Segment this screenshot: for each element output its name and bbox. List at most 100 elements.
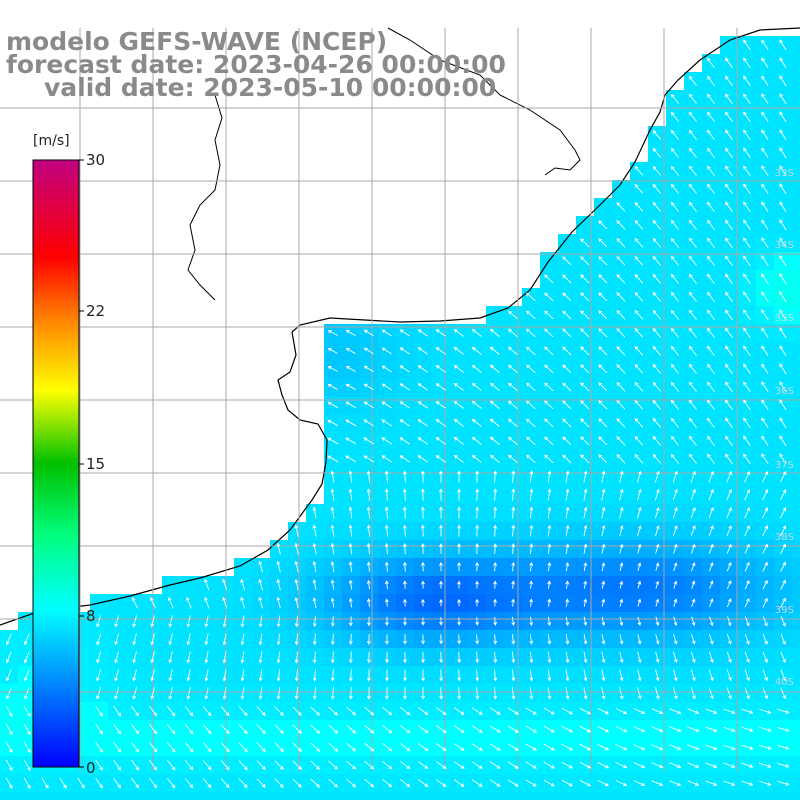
wind-arrow [690, 651, 696, 664]
wind-arrow [544, 328, 554, 338]
field-cell [486, 792, 505, 800]
wind-arrow [328, 706, 339, 716]
wind-arrow [384, 470, 389, 483]
wind-arrow [150, 633, 155, 646]
wind-arrow [507, 779, 519, 787]
field-cell [162, 792, 181, 800]
wind-arrow [457, 687, 462, 700]
wind-arrow [330, 651, 335, 664]
wind-arrow [673, 616, 678, 627]
wind-arrow [238, 778, 248, 788]
wind-arrow [761, 381, 769, 393]
wind-arrow [238, 724, 248, 735]
wind-arrow [204, 615, 209, 628]
wind-arrow [258, 615, 263, 628]
field-cell [324, 792, 343, 800]
wind-arrow [637, 506, 642, 519]
wind-arrow [652, 201, 662, 212]
wind-arrow [435, 347, 446, 355]
wind-arrow [453, 707, 465, 715]
wind-arrow [489, 743, 501, 751]
wind-arrow [475, 561, 480, 572]
field-cell [792, 630, 800, 649]
wind-arrow [417, 419, 428, 427]
wind-arrow [619, 598, 624, 607]
wind-arrow [726, 669, 732, 682]
wind-arrow [762, 543, 768, 554]
wind-arrow [779, 111, 787, 123]
field-cell [360, 792, 379, 800]
wind-arrow [562, 436, 572, 446]
wind-arrow [403, 634, 407, 645]
wind-arrow [366, 506, 371, 519]
wind-arrow [544, 382, 554, 392]
wind-arrow [525, 761, 537, 769]
wind-arrow [777, 708, 790, 714]
wind-arrow [688, 93, 697, 104]
wind-arrow [381, 437, 393, 445]
wind-arrow [655, 616, 660, 627]
title-valid-date: valid date: 2023-05-10 00:00:00 [44, 73, 497, 102]
wind-arrow [220, 760, 230, 771]
wind-arrow [779, 345, 787, 357]
wind-arrow [633, 762, 646, 769]
wind-arrow [706, 309, 715, 320]
wind-arrow [615, 761, 628, 769]
wind-arrow [493, 470, 498, 483]
field-cell [792, 648, 800, 667]
wind-arrow [652, 255, 662, 266]
wind-arrow [453, 725, 465, 734]
wind-arrow [580, 454, 590, 464]
field-cell [108, 792, 127, 800]
wind-arrow [529, 488, 534, 501]
wind-arrow [543, 779, 555, 787]
wind-arrow [453, 436, 464, 445]
wind-arrow [634, 273, 644, 284]
wind-arrow [616, 310, 626, 320]
wind-arrow [616, 400, 626, 410]
wind-arrow [435, 383, 446, 391]
wind-arrow [382, 706, 393, 716]
wind-arrow [725, 183, 733, 194]
wind-arrow [204, 651, 209, 664]
wind-arrow [364, 778, 375, 788]
wind-arrow [453, 347, 464, 355]
wind-arrow [565, 669, 570, 682]
wind-arrow [525, 707, 537, 715]
wind-arrow [23, 669, 30, 682]
wind-arrow [670, 147, 679, 158]
wind-arrow [149, 706, 158, 717]
wind-arrow [312, 506, 317, 519]
wind-arrow [726, 580, 732, 590]
wind-arrow [202, 760, 212, 771]
wind-arrow [23, 741, 31, 754]
wind-arrow [529, 598, 534, 607]
wind-arrow [670, 417, 679, 428]
wind-arrow [493, 506, 498, 519]
wind-arrow [292, 706, 302, 716]
wind-arrow [493, 524, 498, 537]
wind-arrow [418, 761, 429, 770]
wind-arrow [616, 328, 626, 338]
wind-arrow [779, 308, 787, 321]
wind-arrow [744, 507, 751, 519]
wind-arrow [547, 506, 552, 519]
wind-arrow [583, 562, 588, 572]
wind-arrow [743, 453, 751, 464]
wind-arrow [761, 291, 769, 303]
wind-arrow [762, 561, 768, 572]
field-cell [792, 72, 800, 91]
wind-arrow [312, 669, 317, 682]
wind-arrow [399, 365, 410, 373]
wind-arrow [597, 779, 610, 787]
wind-arrow [330, 506, 335, 519]
wind-arrow [328, 760, 339, 770]
wind-arrow [672, 470, 678, 483]
wind-arrow [294, 524, 299, 537]
wind-arrow [634, 345, 644, 356]
wind-arrow [149, 760, 158, 771]
wind-arrow [580, 346, 590, 356]
wind-arrow [312, 597, 317, 608]
wind-arrow [580, 400, 590, 410]
wind-arrow [741, 780, 754, 786]
